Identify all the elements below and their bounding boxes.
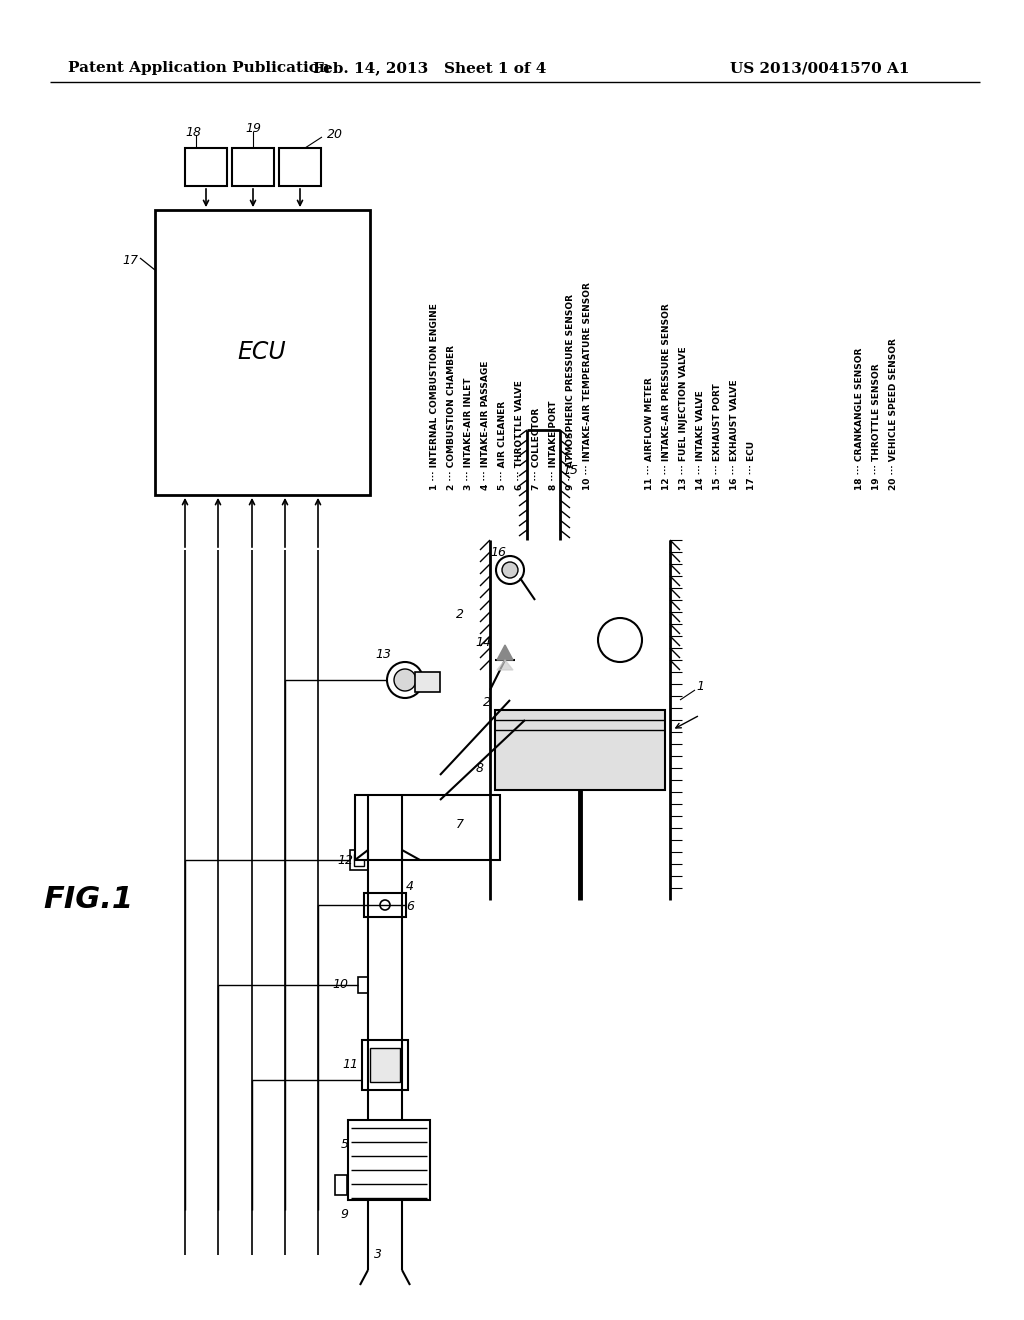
Text: FIG.1: FIG.1	[43, 886, 133, 915]
Text: 16 ··· EXHAUST VALVE: 16 ··· EXHAUST VALVE	[730, 379, 739, 490]
Circle shape	[394, 669, 416, 690]
Bar	[358, 977, 368, 993]
Text: 8: 8	[476, 762, 484, 775]
Text: 7 ··· COLLECTOR: 7 ··· COLLECTOR	[532, 408, 541, 490]
Circle shape	[380, 900, 390, 909]
Bar	[155, 210, 370, 495]
Text: 20 ··· VEHICLE SPEED SENSOR: 20 ··· VEHICLE SPEED SENSOR	[889, 338, 898, 490]
Text: 13 ··· FUEL INJECTION VALVE: 13 ··· FUEL INJECTION VALVE	[679, 346, 688, 490]
Text: 17: 17	[122, 253, 138, 267]
Bar	[335, 1175, 347, 1195]
Text: 12: 12	[337, 854, 353, 866]
Text: 2: 2	[483, 697, 490, 710]
Text: 19: 19	[245, 121, 261, 135]
Text: 11: 11	[342, 1059, 358, 1072]
Text: 3: 3	[374, 1249, 382, 1262]
Text: Feb. 14, 2013   Sheet 1 of 4: Feb. 14, 2013 Sheet 1 of 4	[313, 61, 547, 75]
Text: 14 ··· INTAKE VALVE: 14 ··· INTAKE VALVE	[696, 391, 705, 490]
Text: 17 ··· ECU: 17 ··· ECU	[746, 441, 756, 490]
Text: 15: 15	[562, 463, 578, 477]
Circle shape	[387, 663, 423, 698]
Polygon shape	[497, 645, 513, 660]
Bar	[364, 894, 406, 917]
Text: 18 ··· CRANKANGLE SENSOR: 18 ··· CRANKANGLE SENSOR	[855, 347, 864, 490]
Text: 5 ··· AIR CLEANER: 5 ··· AIR CLEANER	[498, 401, 507, 490]
Bar	[348, 1119, 430, 1200]
Text: 14: 14	[475, 636, 490, 649]
Text: 3 ··· INTAKE-AIR INLET: 3 ··· INTAKE-AIR INLET	[464, 378, 473, 490]
Text: 2: 2	[456, 609, 464, 622]
Bar	[370, 1048, 400, 1082]
Text: 12 ··· INTAKE-AIR PRESSURE SENSOR: 12 ··· INTAKE-AIR PRESSURE SENSOR	[662, 304, 671, 490]
Text: 1 ··· INTERNAL COMBUSTION ENGINE: 1 ··· INTERNAL COMBUSTION ENGINE	[430, 304, 439, 490]
Circle shape	[502, 562, 518, 578]
Text: 6: 6	[406, 900, 414, 913]
Bar	[232, 148, 274, 186]
Bar	[355, 795, 500, 861]
Text: 9: 9	[340, 1209, 348, 1221]
Text: 4: 4	[406, 880, 414, 894]
Circle shape	[496, 556, 524, 583]
Circle shape	[598, 618, 642, 663]
Text: 10: 10	[332, 978, 348, 991]
Text: 15 ··· EXHAUST PORT: 15 ··· EXHAUST PORT	[713, 383, 722, 490]
Text: 1: 1	[696, 680, 705, 693]
Text: 2 ··· COMBUSTION CHAMBER: 2 ··· COMBUSTION CHAMBER	[447, 345, 456, 490]
Text: 13: 13	[375, 648, 391, 661]
Text: 16: 16	[490, 545, 506, 558]
Text: 8 ··· INTAKE PORT: 8 ··· INTAKE PORT	[549, 400, 558, 490]
Bar	[495, 710, 665, 789]
Text: 9 ··· ATMOSPHERIC PRESSURE SENSOR: 9 ··· ATMOSPHERIC PRESSURE SENSOR	[566, 294, 575, 490]
Text: 5: 5	[341, 1138, 349, 1151]
Text: US 2013/0041570 A1: US 2013/0041570 A1	[730, 61, 909, 75]
Bar	[279, 148, 321, 186]
Text: ECU: ECU	[238, 341, 287, 364]
Text: 6 ··· THROTTLE VALVE: 6 ··· THROTTLE VALVE	[515, 380, 524, 490]
Text: 4 ··· INTAKE-AIR PASSAGE: 4 ··· INTAKE-AIR PASSAGE	[481, 360, 490, 490]
Text: 20: 20	[327, 128, 343, 141]
Bar	[362, 1040, 408, 1090]
Bar	[185, 148, 227, 186]
Text: 7: 7	[456, 818, 464, 832]
Bar	[354, 854, 364, 866]
Polygon shape	[497, 660, 513, 671]
Text: 10 ··· INTAKE-AIR TEMPERATURE SENSOR: 10 ··· INTAKE-AIR TEMPERATURE SENSOR	[583, 282, 592, 490]
Bar	[350, 850, 368, 870]
Bar	[415, 672, 440, 692]
Text: Patent Application Publication: Patent Application Publication	[68, 61, 330, 75]
Text: 11 ··· AIRFLOW METER: 11 ··· AIRFLOW METER	[645, 378, 654, 490]
Text: 18: 18	[185, 127, 201, 140]
Text: 19 ··· THROTTLE SENSOR: 19 ··· THROTTLE SENSOR	[872, 363, 881, 490]
